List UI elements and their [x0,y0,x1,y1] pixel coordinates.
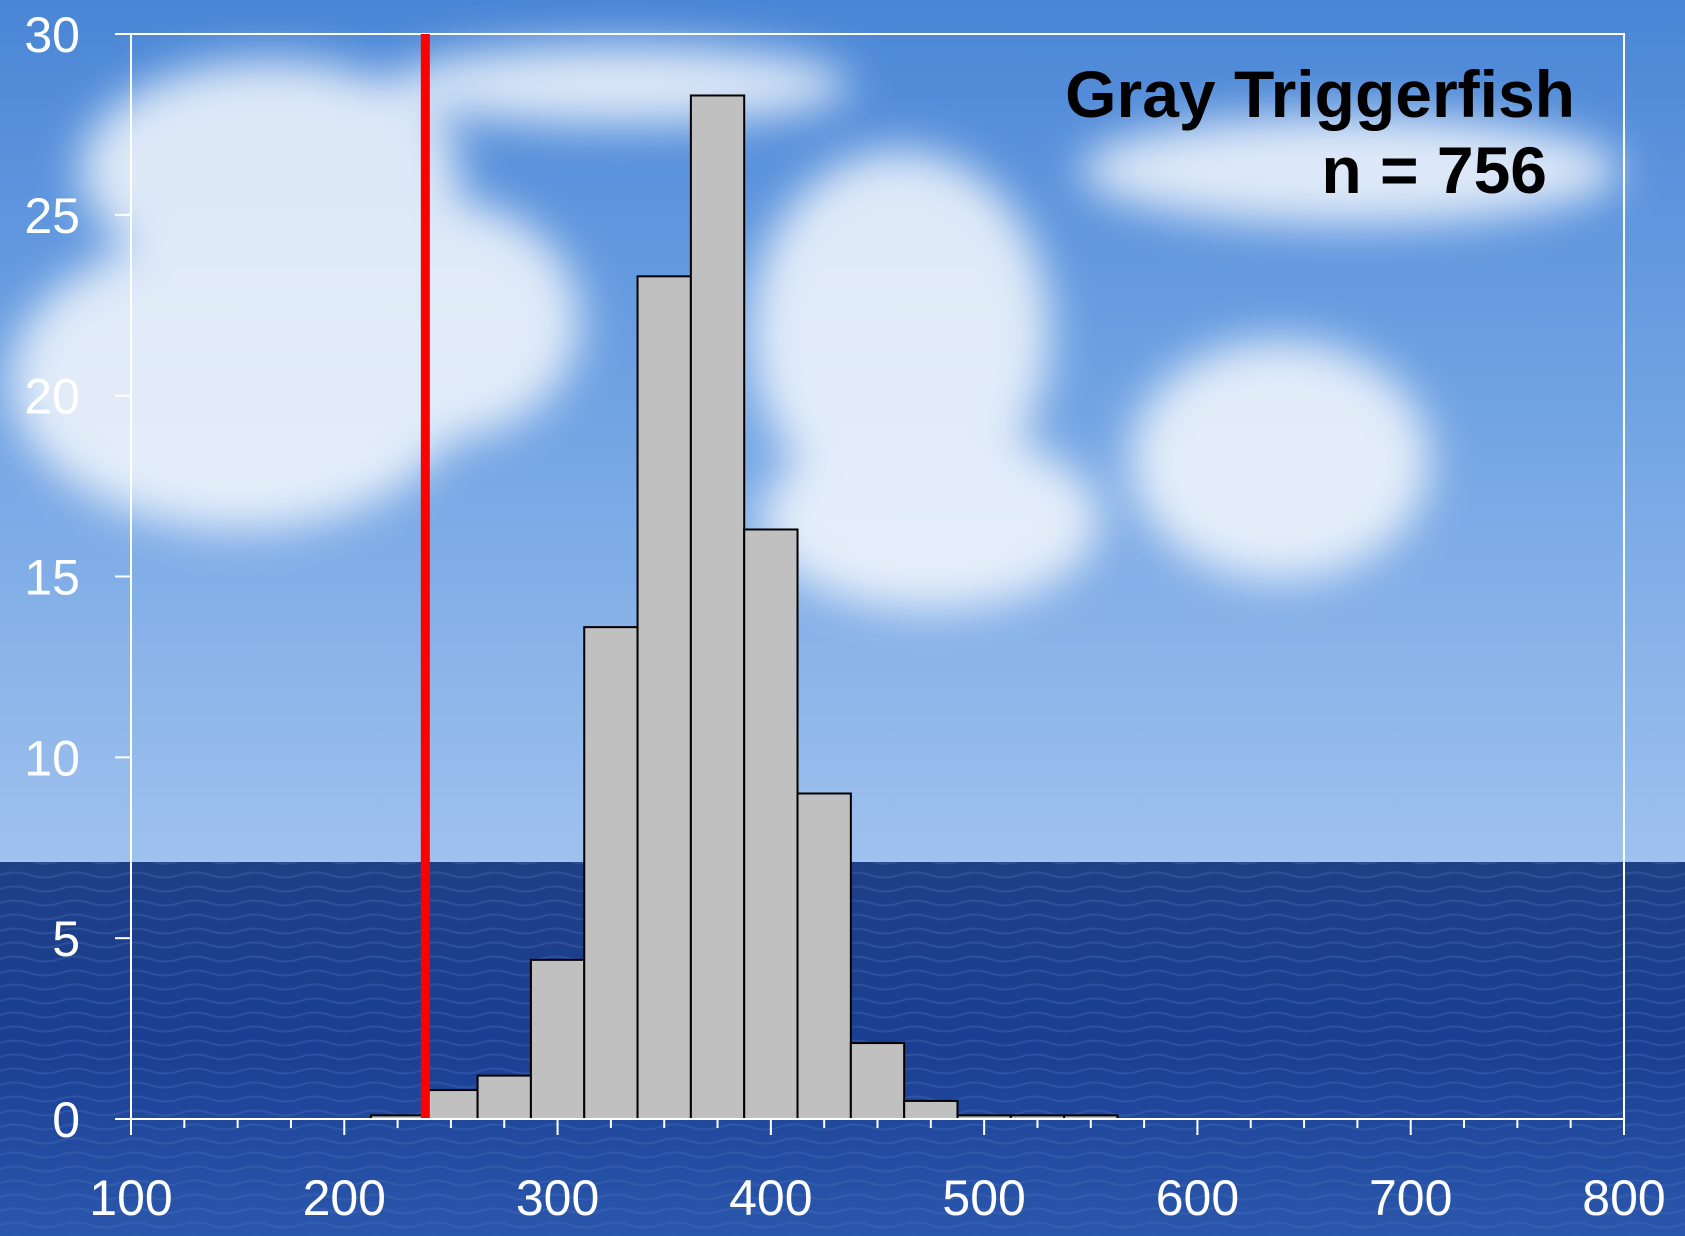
x-tick-label: 100 [89,1170,172,1226]
annotation-species: Gray Triggerfish [1065,57,1575,131]
histogram-bar-2 [476,1074,532,1120]
x-tick-label: 200 [303,1170,386,1226]
histogram-bar-9 [849,1042,906,1121]
y-tick-label: 5 [52,911,80,967]
histogram-bar-8 [796,792,852,1120]
y-tick-label: 20 [24,369,80,425]
annotation-sample-size: n = 756 [1321,133,1547,207]
bars-layer [369,94,1119,1121]
histogram-bar-7 [743,528,799,1120]
y-tick-label: 15 [24,550,80,606]
x-tick-label: 400 [729,1170,812,1226]
x-tick-label: 500 [942,1170,1025,1226]
y-tick-label: 10 [24,730,80,786]
histogram-bar-3 [529,958,586,1120]
x-tick-label: 600 [1156,1170,1239,1226]
x-tick-label: 700 [1369,1170,1452,1226]
axes-layer [115,33,1625,1135]
histogram-bar-1 [423,1089,479,1120]
histogram-bar-4 [583,626,639,1121]
y-tick-label: 0 [52,1092,80,1148]
y-tick-label: 25 [24,188,80,244]
histogram-bar-6 [689,94,746,1120]
tick-labels-layer: 100 200 300 400 500 600 700 800 0 5 10 15 20 25 30 [24,7,1665,1226]
histogram-bar-10 [903,1099,959,1120]
y-tick-label: 30 [24,7,80,63]
histogram-bar-5 [636,275,692,1121]
x-tick-label: 800 [1582,1170,1665,1226]
x-tick-label: 300 [516,1170,599,1226]
